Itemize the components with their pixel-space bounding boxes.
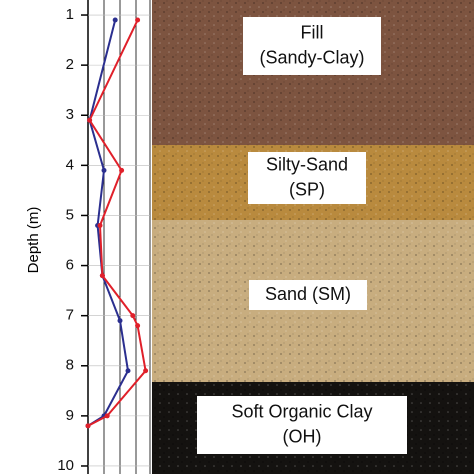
soil-label: Silty-Sand (266, 154, 348, 174)
y-axis-label: Depth (m) (25, 207, 42, 274)
y-tick-label: 2 (66, 56, 74, 73)
data-point (104, 413, 110, 419)
data-point (125, 368, 131, 374)
data-point (97, 222, 103, 228)
y-tick-label: 4 (66, 156, 74, 173)
soil-label: (OH) (283, 426, 322, 446)
soil-label: Sand (SM) (265, 284, 351, 304)
series-line (87, 19, 147, 427)
y-tick-label: 1 (66, 6, 74, 23)
soil-label: Soft Organic Clay (231, 401, 372, 421)
soil-label: (Sandy-Clay) (259, 47, 364, 67)
data-point (130, 313, 136, 319)
data-point (143, 368, 149, 374)
soil-profile: Fill (Sandy-Clay) Silty-Sand (SP) Sand (SM) S… (152, 0, 474, 474)
data-point (99, 273, 105, 279)
data-point (101, 167, 107, 173)
y-tick-label: 10 (57, 457, 74, 474)
soil-label-box (197, 396, 407, 454)
data-point (135, 17, 141, 23)
y-tick-label: 7 (66, 307, 74, 324)
data-point (112, 17, 118, 23)
soil-label-box (243, 17, 381, 75)
data-point (119, 167, 125, 173)
data-point (85, 423, 91, 429)
x-grid (103, 0, 151, 474)
soil-label: Fill (301, 22, 324, 42)
soil-label-box (248, 152, 366, 204)
soil-label-box (249, 280, 367, 310)
y-tick-label: 5 (66, 206, 74, 223)
y-tick-label: 8 (66, 357, 74, 374)
data-point (117, 318, 123, 324)
data-point (87, 117, 93, 123)
y-tick-label: 6 (66, 257, 74, 274)
y-tick-label: 9 (66, 407, 74, 424)
data-point (135, 323, 141, 329)
soil-label: (SP) (289, 179, 325, 199)
y-tick-label: 3 (66, 106, 74, 123)
